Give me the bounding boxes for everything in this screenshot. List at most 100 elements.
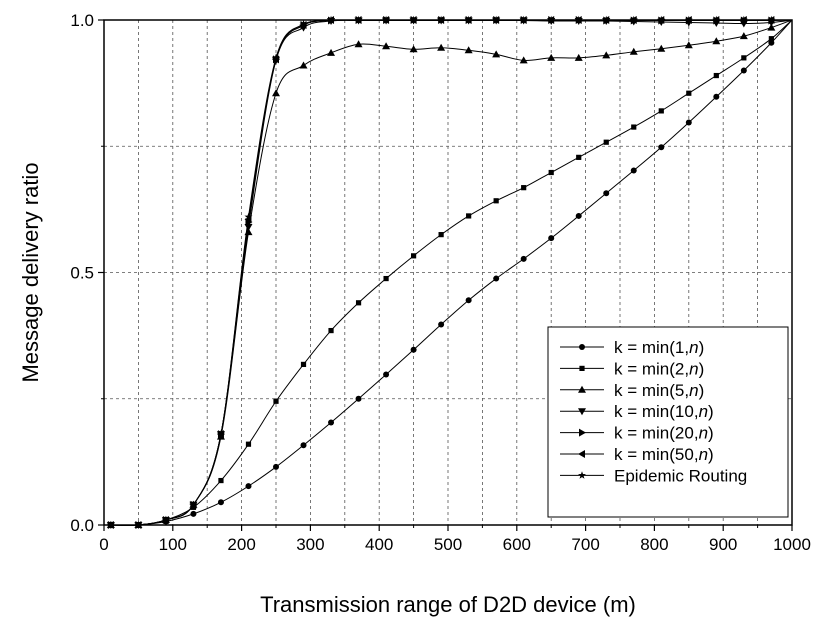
legend-label-main: k = min(50,	[614, 445, 699, 464]
x-tick-label: 100	[159, 535, 187, 554]
data-point	[190, 510, 197, 517]
data-point	[218, 477, 224, 484]
legend-marker	[578, 408, 586, 416]
data-point	[217, 499, 224, 506]
data-point	[438, 321, 445, 328]
data-point	[548, 235, 555, 242]
x-tick-label: 900	[709, 535, 737, 554]
legend-label-suffix: )	[699, 381, 705, 400]
legend-label-suffix: )	[699, 359, 705, 378]
data-point	[244, 212, 253, 221]
legend-label-italic: n	[699, 402, 708, 421]
data-point	[492, 50, 501, 58]
y-tick-label: 0.0	[70, 516, 94, 535]
data-point	[189, 500, 198, 509]
data-point	[575, 212, 582, 219]
x-tick-label: 1000	[773, 535, 811, 554]
legend-item: Epidemic Routing	[560, 466, 747, 485]
legend-marker	[578, 450, 585, 458]
data-point	[603, 190, 610, 197]
x-tick-label: 400	[365, 535, 393, 554]
legend-label: k = min(50,n)	[614, 445, 714, 464]
data-point	[272, 89, 280, 97]
legend-label-suffix: )	[699, 338, 705, 357]
data-point	[328, 419, 335, 426]
legend-item: k = min(2,n)	[560, 359, 704, 378]
data-point	[273, 463, 279, 470]
legend-marker	[578, 471, 586, 479]
legend-item: k = min(1,n)	[560, 338, 704, 357]
legend: k = min(1,n)k = min(2,n)k = min(5,n)k = …	[547, 326, 789, 518]
data-point	[382, 42, 391, 50]
data-point	[521, 185, 527, 191]
legend-label: k = min(1,n)	[614, 338, 704, 357]
data-point	[411, 253, 417, 259]
data-point	[686, 90, 692, 96]
data-point	[300, 361, 307, 368]
y-tick-label: 1.0	[70, 11, 94, 30]
data-point	[410, 346, 417, 353]
data-point	[658, 144, 665, 151]
data-point	[466, 213, 472, 219]
data-point	[685, 119, 692, 126]
legend-marker	[579, 365, 585, 371]
data-point	[273, 398, 279, 404]
data-point	[328, 327, 334, 334]
legend-marker	[579, 344, 585, 350]
legend-item: k = min(50,n)	[560, 445, 714, 464]
data-point	[465, 297, 472, 304]
data-point	[630, 167, 637, 174]
legend-label-italic: n	[699, 445, 708, 464]
legend-label: k = min(20,n)	[614, 424, 714, 443]
data-point	[493, 198, 499, 204]
data-point	[547, 53, 556, 61]
data-point	[355, 300, 362, 306]
data-point	[712, 37, 721, 45]
data-point	[741, 55, 747, 61]
legend-item: k = min(5,n)	[560, 381, 704, 400]
data-point	[631, 124, 637, 130]
legend-item: k = min(10,n)	[560, 402, 714, 421]
legend-box	[547, 326, 789, 518]
data-point	[299, 61, 308, 69]
series-2	[108, 19, 793, 528]
legend-label-main: k = min(10,	[614, 402, 699, 421]
legend-label-main: k = min(5,	[614, 381, 689, 400]
data-point	[299, 19, 308, 28]
data-point	[658, 108, 664, 114]
data-point	[739, 32, 748, 40]
data-point	[327, 48, 336, 56]
data-point	[684, 41, 693, 49]
data-point	[603, 139, 609, 145]
data-point	[272, 53, 280, 62]
legend-label-main: k = min(1,	[614, 338, 689, 357]
data-point	[574, 53, 583, 61]
data-point	[216, 429, 225, 438]
data-point	[161, 515, 170, 524]
legend-marker	[579, 428, 586, 437]
legend-label-italic: n	[689, 359, 698, 378]
data-point	[383, 371, 390, 378]
data-point	[519, 56, 528, 64]
legend-label: k = min(2,n)	[614, 359, 704, 378]
data-point	[355, 395, 362, 402]
data-point	[657, 44, 666, 52]
legend-label-main: Epidemic Routing	[614, 466, 747, 485]
y-tick-label: 0.5	[70, 264, 94, 283]
data-point	[438, 232, 444, 238]
legend-label-main: k = min(20,	[614, 424, 699, 443]
data-point	[244, 224, 253, 232]
legend-label: Epidemic Routing	[614, 466, 747, 485]
ticks: 0 100 200 300 400 500 600 700 800 900 1000 0.0 0.5 1.…	[70, 11, 811, 554]
legend-label-main: k = min(2,	[614, 359, 689, 378]
data-point	[245, 441, 252, 447]
x-tick-label: 0	[99, 535, 108, 554]
data-point	[493, 275, 500, 282]
legend-marker	[578, 385, 586, 393]
legend-label-italic: n	[699, 424, 708, 443]
legend-label-italic: n	[689, 381, 698, 400]
x-tick-label: 200	[227, 535, 255, 554]
y-axis-label: Message delivery ratio	[18, 162, 43, 382]
legend-label: k = min(10,n)	[614, 402, 714, 421]
